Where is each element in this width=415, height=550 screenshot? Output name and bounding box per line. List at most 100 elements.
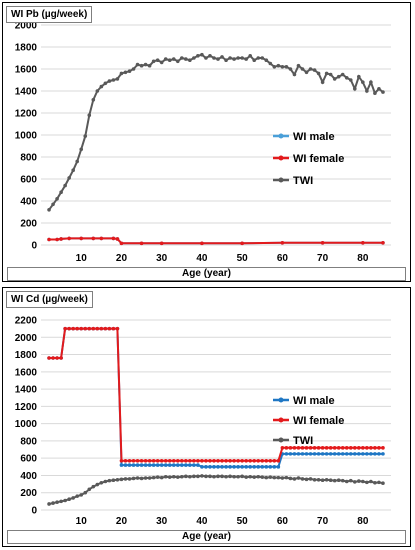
data-point [180,56,184,60]
data-point [59,190,63,194]
data-point [163,463,168,467]
data-point [244,465,248,469]
data-point [147,463,152,467]
y-tick-label: 1600 [15,65,38,76]
data-point [268,475,273,479]
y-tick-label: 1200 [15,109,38,120]
data-point [232,57,236,61]
data-point [171,474,176,479]
data-point [67,236,71,241]
data-point [284,446,289,450]
data-point [280,241,285,245]
data-point [143,62,148,67]
x-tick-label: 30 [156,516,168,527]
data-point [135,458,140,463]
data-point [252,458,257,463]
data-point [340,446,345,450]
data-point [328,452,333,456]
data-point [340,72,345,77]
data-point [312,452,317,456]
legend-entry: WI male [293,395,335,407]
data-point [139,241,144,246]
data-point [99,326,104,331]
data-point [248,458,252,463]
x-tick-label: 60 [277,253,289,264]
data-point [280,476,285,480]
data-point [115,77,120,81]
data-point [340,478,345,483]
data-point [300,446,305,450]
data-point [99,480,104,485]
y-tick-label: 1000 [15,419,38,430]
data-point [55,356,59,360]
data-point [320,241,325,245]
data-point [361,241,365,245]
x-tick-label: 80 [357,516,369,527]
data-point [304,452,309,456]
data-point [204,474,208,479]
data-point [208,54,212,58]
data-point [240,56,244,60]
data-point [184,474,188,479]
data-point [188,463,192,467]
data-point [47,502,51,506]
data-point [377,480,381,485]
data-point [260,458,265,463]
legend-marker [278,133,284,139]
data-point [344,446,349,450]
data-point [244,458,248,463]
legend-marker [278,155,284,161]
data-point [336,478,341,483]
y-tick-label: 200 [20,488,37,499]
data-point [47,356,51,360]
data-point [284,475,289,480]
y-tick-label: 1800 [15,350,38,361]
data-point [127,69,132,73]
data-point [155,463,160,467]
data-point [192,458,196,463]
data-point [264,465,269,469]
data-point [300,67,305,71]
legend-entry: WI female [293,153,344,165]
data-point [188,458,192,463]
y-tick-label: 1600 [15,367,38,378]
data-point [59,499,63,504]
data-point [127,458,132,463]
data-point [196,458,200,463]
data-point [135,476,140,480]
data-point [151,458,156,463]
data-point [369,479,373,484]
legend-marker [278,397,284,403]
data-point [147,458,152,463]
data-point [340,452,345,456]
data-point [79,493,84,497]
data-point [83,326,88,331]
data-point [55,197,59,201]
data-point [180,458,184,463]
data-point [304,446,309,450]
data-point [224,58,228,62]
data-point [304,70,309,75]
data-point [119,463,124,467]
data-point [204,56,208,60]
data-point [280,446,285,450]
data-point [188,58,192,62]
data-point [328,72,333,77]
legend-entry: TWI [293,175,313,187]
x-tick-label: 10 [76,516,88,527]
data-point [184,463,188,467]
data-point [127,463,132,467]
data-point [115,237,120,241]
data-point [171,463,176,467]
data-point [312,477,317,482]
legend-entry: WI male [293,131,335,143]
data-point [361,479,365,484]
data-point [71,496,75,500]
data-point [95,482,100,487]
data-point [75,159,80,164]
data-point [276,465,281,469]
data-point [143,463,148,467]
data-point [332,446,337,450]
data-point [292,452,297,456]
data-point [240,458,244,463]
